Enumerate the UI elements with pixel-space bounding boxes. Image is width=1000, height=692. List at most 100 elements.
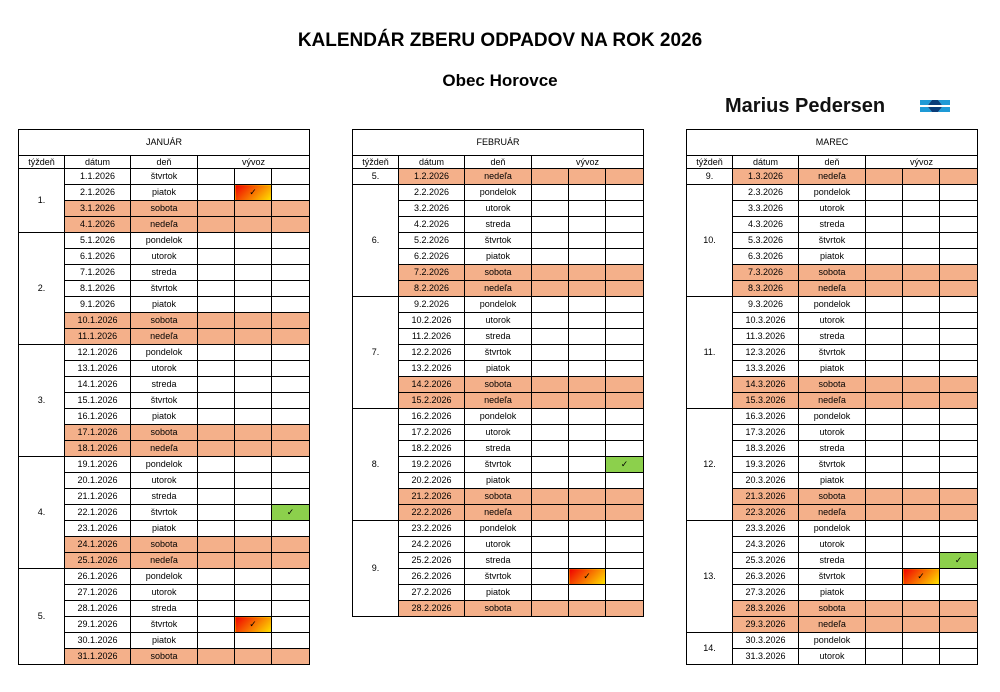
day-name-cell: streda — [798, 552, 866, 569]
collection-cell — [938, 648, 979, 665]
collection-cell — [270, 232, 311, 249]
date-cell: 5.3.2026 — [732, 232, 799, 249]
collection-cell — [568, 200, 606, 217]
date-cell: 25.3.2026 — [732, 552, 799, 569]
collection-cell — [270, 648, 311, 665]
collection-cell — [531, 200, 569, 217]
date-cell: 9.2.2026 — [398, 296, 465, 313]
day-name-cell: utorok — [130, 472, 198, 489]
collection-check-icon: ✓ — [938, 552, 979, 569]
day-name-cell: utorok — [798, 200, 866, 217]
collection-cell — [531, 440, 569, 457]
day-name-cell: streda — [798, 328, 866, 345]
collection-cell — [270, 280, 311, 297]
collection-cell — [197, 536, 235, 553]
day-name-cell: štvrtok — [798, 568, 866, 585]
date-cell: 26.1.2026 — [64, 568, 131, 585]
collection-cell — [234, 504, 272, 521]
municipality-name: Obec Horovce — [442, 71, 558, 90]
collection-cell — [568, 584, 606, 601]
collection-cell — [531, 312, 569, 329]
collection-cell — [568, 216, 606, 233]
collection-cell — [234, 392, 272, 409]
day-name-cell: pondelok — [798, 632, 866, 649]
collection-cell — [604, 200, 645, 217]
collection-cell — [568, 328, 606, 345]
collection-cell — [234, 408, 272, 425]
collection-cell — [938, 616, 979, 633]
collection-cell — [865, 216, 903, 233]
collection-cell — [270, 312, 311, 329]
week-number: 13. — [686, 520, 733, 633]
collection-cell — [270, 632, 311, 649]
date-cell: 12.2.2026 — [398, 344, 465, 361]
day-row: 27.2.2026 piatok — [353, 584, 645, 601]
date-cell: 1.3.2026 — [732, 168, 799, 185]
day-name-cell: nedeľa — [798, 168, 866, 185]
collection-cell — [938, 440, 979, 457]
week-number: 8. — [352, 408, 399, 521]
date-cell: 15.3.2026 — [732, 392, 799, 409]
day-row: 14.2.2026 sobota — [353, 376, 645, 393]
collection-cell — [604, 520, 645, 537]
month-title: JANUÁR — [17, 129, 311, 156]
date-cell: 25.2.2026 — [398, 552, 465, 569]
day-name-cell: štvrtok — [130, 392, 198, 409]
collection-cell — [270, 216, 311, 233]
collection-cell — [270, 488, 311, 505]
date-cell: 4.1.2026 — [64, 216, 131, 233]
day-row: 4.1.2026 nedeľa — [19, 216, 311, 233]
collection-cell — [234, 600, 272, 617]
day-name-cell: nedeľa — [130, 440, 198, 457]
collection-cell — [270, 568, 311, 585]
column-header-date: dátum — [398, 155, 465, 169]
collection-cell — [902, 232, 940, 249]
date-cell: 24.2.2026 — [398, 536, 465, 553]
date-cell: 10.1.2026 — [64, 312, 131, 329]
collection-cell — [234, 280, 272, 297]
day-row: 31.3.2026 utorok — [687, 648, 979, 665]
collection-cell — [531, 536, 569, 553]
collection-cell — [902, 456, 940, 473]
collection-cell — [902, 648, 940, 665]
day-name-cell: streda — [464, 216, 532, 233]
collection-cell — [531, 552, 569, 569]
collection-cell — [568, 600, 606, 617]
day-name-cell: štvrtok — [464, 344, 532, 361]
collection-cell — [234, 232, 272, 249]
collection-cell — [902, 376, 940, 393]
day-name-cell: piatok — [798, 584, 866, 601]
collection-cell — [568, 552, 606, 569]
day-name-cell: piatok — [464, 248, 532, 265]
day-row: 3.2.2026 utorok — [353, 200, 645, 217]
day-name-cell: štvrtok — [130, 168, 198, 185]
collection-cell — [902, 328, 940, 345]
date-cell: 15.2.2026 — [398, 392, 465, 409]
date-cell: 31.1.2026 — [64, 648, 131, 665]
collection-check-icon: ✓ — [270, 504, 311, 521]
day-row: 24.2.2026 utorok — [353, 536, 645, 553]
collection-cell — [902, 616, 940, 633]
collection-cell — [938, 248, 979, 265]
collection-cell — [865, 232, 903, 249]
collection-cell — [865, 552, 903, 569]
collection-cell — [902, 296, 940, 313]
collection-cell — [234, 216, 272, 233]
day-name-cell: streda — [464, 552, 532, 569]
date-cell: 20.3.2026 — [732, 472, 799, 489]
date-cell: 8.2.2026 — [398, 280, 465, 297]
collection-cell — [234, 520, 272, 537]
collection-cell — [531, 456, 569, 473]
month-title: FEBRUÁR — [351, 129, 645, 156]
day-name-cell: pondelok — [798, 184, 866, 201]
collection-cell — [197, 520, 235, 537]
collection-cell — [902, 552, 940, 569]
collection-cell — [902, 584, 940, 601]
collection-cell — [234, 296, 272, 313]
collection-cell — [865, 264, 903, 281]
date-cell: 14.3.2026 — [732, 376, 799, 393]
week-number: 14. — [686, 632, 733, 665]
day-row: 4.2.2026 streda — [353, 216, 645, 233]
day-name-cell: streda — [130, 376, 198, 393]
collection-cell — [604, 280, 645, 297]
